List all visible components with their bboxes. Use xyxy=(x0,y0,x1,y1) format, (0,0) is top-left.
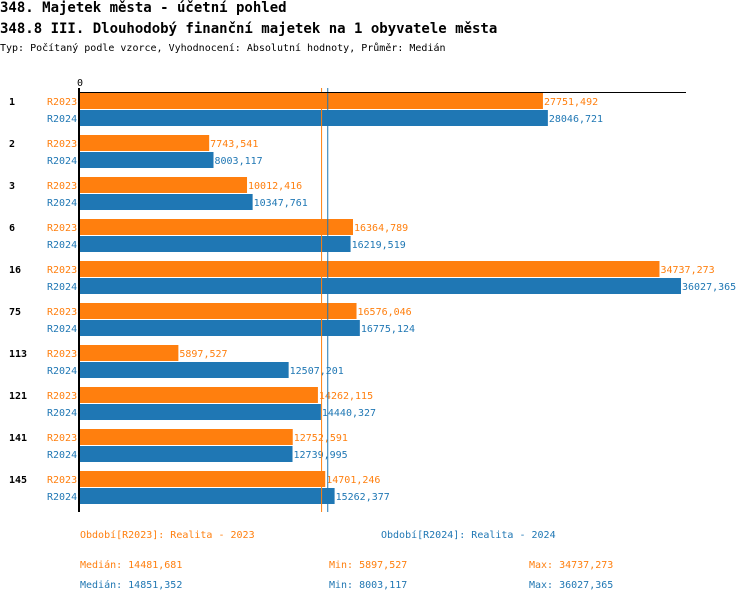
bar-R2023 xyxy=(80,219,353,235)
data-label: 34737,273 xyxy=(660,265,714,276)
bar-R2024 xyxy=(80,236,351,252)
series-label: R2024 xyxy=(47,324,77,335)
data-label: 15262,377 xyxy=(336,492,390,503)
bar-R2024 xyxy=(80,446,293,462)
bar-R2024 xyxy=(80,278,681,294)
series-label: R2024 xyxy=(47,282,77,293)
bar-R2024 xyxy=(80,404,321,420)
category-label: 16 xyxy=(9,265,21,276)
series-label: R2023 xyxy=(47,181,77,192)
bar-R2024 xyxy=(80,152,214,168)
bar-R2024 xyxy=(80,362,289,378)
series-label: R2024 xyxy=(47,492,77,503)
chart-title: 348.8 III. Dlouhodobý finanční majetek n… xyxy=(0,21,498,37)
series-label: R2024 xyxy=(47,366,77,377)
legend-r2023: Období[R2023]: Realita - 2023 xyxy=(80,529,255,541)
data-label: 16775,124 xyxy=(361,324,415,335)
series-label: R2024 xyxy=(47,156,77,167)
bar-R2023 xyxy=(80,135,210,151)
median-r2023: Medián: 14481,681 xyxy=(80,559,182,571)
category-label: 75 xyxy=(9,307,21,318)
page-title: 348. Majetek města - účetní pohled xyxy=(0,0,287,16)
data-label: 12752,591 xyxy=(294,433,348,444)
x-tick-label: 0 xyxy=(77,78,83,89)
bar-R2023 xyxy=(80,261,660,277)
data-label: 28046,721 xyxy=(549,114,603,125)
bar-R2023 xyxy=(80,345,179,361)
bar-R2024 xyxy=(80,488,335,504)
data-label: 10012,416 xyxy=(248,181,302,192)
category-label: 141 xyxy=(9,433,27,444)
median-r2024: Medián: 14851,352 xyxy=(80,579,182,591)
data-label: 16576,046 xyxy=(358,307,412,318)
data-label: 14440,327 xyxy=(322,408,376,419)
category-label: 6 xyxy=(9,223,15,234)
series-label: R2023 xyxy=(47,349,77,360)
category-label: 113 xyxy=(9,349,27,360)
max-r2024: Max: 36027,365 xyxy=(529,580,613,591)
bar-R2023 xyxy=(80,93,543,109)
data-label: 8003,117 xyxy=(215,156,263,167)
category-label: 1 xyxy=(9,97,15,108)
bar-R2023 xyxy=(80,387,318,403)
data-label: 16364,789 xyxy=(354,223,408,234)
data-label: 5897,527 xyxy=(179,349,227,360)
bar-R2024 xyxy=(80,110,548,126)
series-label: R2024 xyxy=(47,450,77,461)
series-label: R2023 xyxy=(47,433,77,444)
data-label: 27751,492 xyxy=(544,97,598,108)
series-label: R2023 xyxy=(47,265,77,276)
min-r2024: Min: 8003,117 xyxy=(329,580,407,591)
bar-R2023 xyxy=(80,471,326,487)
legend-r2024: Období[R2024]: Realita - 2024 xyxy=(381,529,556,541)
bar-R2024 xyxy=(80,320,360,336)
series-label: R2023 xyxy=(47,97,77,108)
min-r2023: Min: 5897,527 xyxy=(329,560,407,571)
data-label: 14262,115 xyxy=(319,391,373,402)
chart-description: Typ: Počítaný podle vzorce, Vyhodnocení:… xyxy=(0,43,446,54)
series-label: R2023 xyxy=(47,475,77,486)
data-label: 36027,365 xyxy=(682,282,736,293)
category-label: 121 xyxy=(9,391,27,402)
series-label: R2023 xyxy=(47,307,77,318)
series-label: R2024 xyxy=(47,114,77,125)
data-label: 12507,201 xyxy=(290,366,344,377)
series-label: R2024 xyxy=(47,240,77,251)
series-label: R2024 xyxy=(47,408,77,419)
series-label: R2024 xyxy=(47,198,77,209)
max-r2023: Max: 34737,273 xyxy=(529,560,613,571)
series-label: R2023 xyxy=(47,139,77,150)
category-label: 145 xyxy=(9,475,27,486)
bar-R2024 xyxy=(80,194,253,210)
data-label: 7743,541 xyxy=(210,139,258,150)
data-label: 14701,246 xyxy=(326,475,380,486)
category-label: 2 xyxy=(9,139,15,150)
bar-R2023 xyxy=(80,177,248,193)
series-label: R2023 xyxy=(47,391,77,402)
series-label: R2023 xyxy=(47,223,77,234)
data-label: 16219,519 xyxy=(352,240,406,251)
bar-R2023 xyxy=(80,303,357,319)
category-label: 3 xyxy=(9,181,15,192)
bar-R2023 xyxy=(80,429,293,445)
data-label: 10347,761 xyxy=(254,198,308,209)
data-label: 12739,995 xyxy=(294,450,348,461)
